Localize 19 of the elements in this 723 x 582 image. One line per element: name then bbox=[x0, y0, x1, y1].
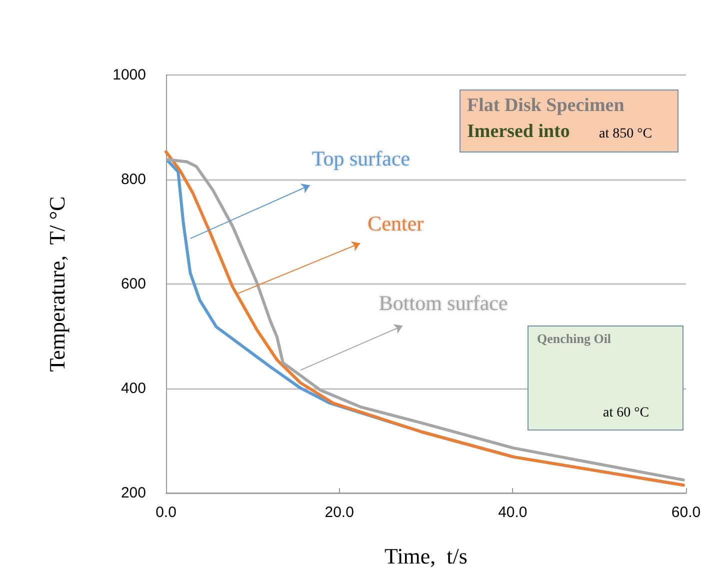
x-axis-title: Time, t/s bbox=[384, 544, 468, 568]
annotation: Flat Disk Specimen bbox=[467, 95, 625, 116]
x-tick-label: 60.0 bbox=[671, 504, 701, 521]
text: Top surface bbox=[312, 146, 410, 171]
y-tick-label: 1000 bbox=[112, 66, 146, 84]
y-tick-label: 400 bbox=[120, 380, 146, 397]
x-tick-label: 0.0 bbox=[156, 504, 176, 521]
annotation: Imersed into bbox=[467, 121, 570, 142]
annotation: Qenching Oil bbox=[537, 331, 612, 346]
y-tick-label: 600 bbox=[120, 276, 146, 292]
annotation: at 850 °C bbox=[599, 126, 652, 142]
text: Bottom surface bbox=[378, 290, 508, 315]
y-tick-label: 200 bbox=[120, 484, 146, 502]
y-tick-label: 800 bbox=[120, 171, 146, 188]
x-tick-label: 20.0 bbox=[324, 504, 354, 521]
y-axis-title: Temperature, T/ °C bbox=[44, 196, 70, 372]
x-tick-label: 40.0 bbox=[498, 504, 528, 521]
annotation: at 60 °C bbox=[603, 406, 650, 420]
text: Center bbox=[368, 211, 424, 236]
